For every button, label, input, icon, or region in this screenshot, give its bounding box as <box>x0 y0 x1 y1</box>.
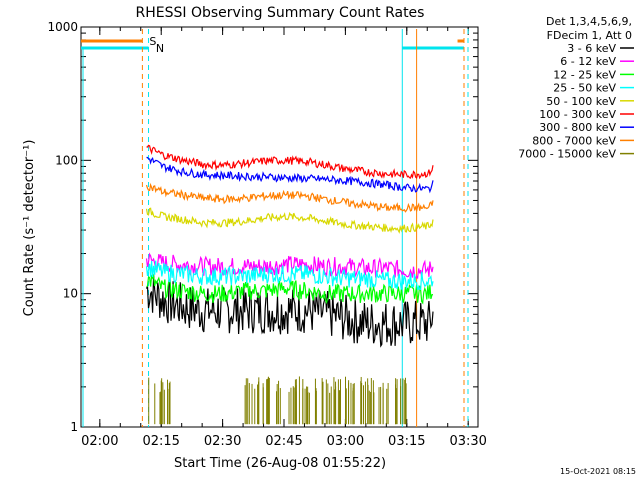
legend-label: 7000 - 15000 keV <box>518 148 616 161</box>
legend-header-line-1: Det 1,3,4,5,6,9, <box>546 15 632 28</box>
x-axis-label: Start Time (26-Aug-08 01:55:22) <box>174 456 386 471</box>
legend-label: 50 - 100 keV <box>546 95 616 108</box>
legend-label: 100 - 300 keV <box>539 108 616 121</box>
x-tick-label: 02:15 <box>142 434 179 449</box>
x-tick-label: 02:00 <box>81 434 118 449</box>
x-tick-label: 03:15 <box>388 434 425 449</box>
x-tick-label: 02:30 <box>204 434 241 449</box>
series-line <box>145 207 434 234</box>
series-line <box>146 156 434 194</box>
series-line <box>145 252 434 280</box>
series-line <box>145 182 434 213</box>
y-tick-label: 1000 <box>47 20 78 34</box>
x-tick-label: 03:30 <box>449 434 486 449</box>
plot-frame <box>80 26 479 428</box>
night-marker-label: N <box>156 42 164 55</box>
y-tick-label: 10 <box>63 287 78 301</box>
x-tick-label: 02:45 <box>265 434 302 449</box>
legend-label: 25 - 50 keV <box>553 82 616 95</box>
y-tick-label: 100 <box>55 153 78 167</box>
legend-label: 800 - 7000 keV <box>532 134 616 147</box>
legend-header-line-2: FDecim 1, Att 0 <box>547 29 632 42</box>
y-tick-label: 1 <box>70 420 78 434</box>
legend-label: 12 - 25 keV <box>553 68 616 81</box>
chart-title: RHESSI Observing Summary Count Rates <box>136 5 425 21</box>
plot-area: 1 10 100 1000 02:00 02:15 02:30 02:45 03:00 03:15… <box>47 20 486 449</box>
saa-marker-label: S <box>149 35 156 48</box>
series-line <box>146 273 434 305</box>
legend-label: 3 - 6 keV <box>567 42 616 55</box>
x-tick-label: 03:00 <box>327 434 364 449</box>
y-axis-label: Count Rate (s⁻¹ detector⁻¹) <box>22 140 37 317</box>
series-line <box>146 144 434 180</box>
series-line <box>145 274 434 348</box>
legend-label: 6 - 12 keV <box>560 55 616 68</box>
series-line <box>145 260 434 291</box>
legend-label: 300 - 800 keV <box>539 121 616 134</box>
footer-date: 15-Oct-2021 08:15 <box>560 467 636 476</box>
